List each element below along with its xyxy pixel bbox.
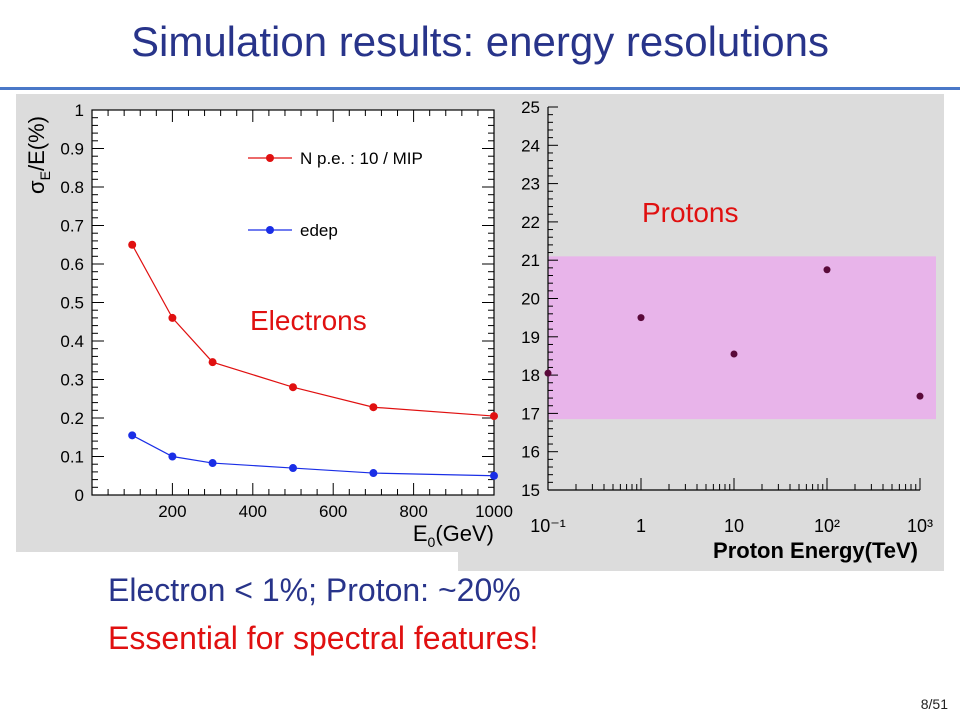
- y-tick-label: 0.2: [60, 409, 84, 428]
- data-point: [208, 459, 217, 468]
- proton-data-point: [730, 350, 738, 358]
- electron-x-axis-label: E0(GeV): [413, 521, 494, 550]
- electron-y-axis-label: σE/E(%): [24, 116, 53, 194]
- data-point: [208, 358, 217, 367]
- y-label-rest: /E(%): [24, 116, 49, 171]
- y-tick-label: 0.5: [60, 294, 84, 313]
- x-tick-label: 600: [319, 502, 347, 521]
- x-tick-label: 10: [724, 516, 744, 536]
- x-tick-label: 10²: [814, 516, 840, 536]
- y-label-sigma: σ: [24, 180, 49, 194]
- legend-marker: [266, 154, 274, 162]
- electrons-annotation: Electrons: [250, 305, 367, 336]
- y-tick-label: 0.6: [60, 255, 84, 274]
- y-tick-label: 0: [75, 486, 84, 505]
- y-tick-label: 15: [521, 481, 540, 500]
- proton-y-tick-labels: 15 16 17 18 19 20 21 22 23 24 25: [521, 98, 540, 500]
- y-tick-label: 18: [521, 366, 540, 385]
- x-tick-label: 400: [239, 502, 267, 521]
- x-tick-label: 800: [399, 502, 427, 521]
- data-point: [490, 471, 498, 480]
- legend-label: N p.e. : 10 / MIP: [300, 149, 423, 168]
- proton-plot-axes: [547, 106, 921, 491]
- y-tick-label: 16: [521, 443, 540, 462]
- legend-label: edep: [300, 221, 338, 240]
- y-tick-label: 24: [521, 136, 540, 155]
- x-tick-label: 10⁻¹: [530, 516, 566, 536]
- data-point: [168, 452, 177, 461]
- proton-points: [544, 266, 924, 400]
- page-number: 8/51: [920, 696, 948, 712]
- y-tick-label: 0.4: [60, 332, 84, 351]
- protons-annotation: Protons: [642, 197, 739, 228]
- electron-plot-ticks: [91, 109, 495, 496]
- y-tick-label: 17: [521, 404, 540, 423]
- y-tick-label: 20: [521, 290, 540, 309]
- proton-x-tick-labels: 10⁻¹ 1 10 10² 10³: [530, 516, 933, 536]
- summary-line-resolution: Electron < 1%; Proton: ~20%: [108, 572, 521, 608]
- data-point: [168, 313, 177, 322]
- y-tick-label: 23: [521, 175, 540, 194]
- title-divider: [0, 87, 960, 90]
- summary-line-essential: Essential for spectral features!: [108, 620, 539, 656]
- data-point: [289, 464, 297, 473]
- data-point: [490, 412, 498, 421]
- data-point: [369, 469, 378, 478]
- y-tick-label: 0.8: [60, 178, 84, 197]
- proton-data-point: [637, 314, 645, 322]
- y-tick-label: 0.7: [60, 217, 84, 236]
- proton-data-point: [544, 369, 552, 377]
- x-tick-label: 1000: [475, 502, 513, 521]
- x-label-E: E: [413, 521, 428, 546]
- y-tick-label: 0.9: [60, 140, 84, 159]
- electron-legend: N p.e. : 10 / MIP edep: [248, 149, 423, 240]
- electron-x-tick-labels: 200 400 600 800 1000: [158, 502, 513, 521]
- x-tick-label: 200: [158, 502, 186, 521]
- data-point: [289, 383, 297, 392]
- electron-y-tick-labels: 0 0.1 0.2 0.3 0.4 0.5 0.6 0.7 0.8 0.9 1: [60, 101, 84, 505]
- x-label-sub: 0: [428, 534, 436, 550]
- x-label-rest: (GeV): [435, 521, 494, 546]
- data-point: [128, 431, 137, 440]
- y-tick-label: 19: [521, 328, 540, 347]
- x-tick-label: 10³: [907, 516, 933, 536]
- data-point: [369, 403, 378, 412]
- y-tick-label: 22: [521, 213, 540, 232]
- proton-data-point: [916, 392, 924, 400]
- electron-series: [128, 240, 498, 480]
- electron-plot-frame: [91, 109, 495, 496]
- proton-resolution-band: [548, 256, 936, 420]
- y-tick-label: 25: [521, 98, 540, 117]
- series-line-1: [131, 434, 495, 477]
- y-tick-label: 0.1: [60, 448, 84, 467]
- proton-x-axis-label: Proton Energy(TeV): [713, 538, 918, 563]
- series-line-0: [131, 244, 495, 417]
- data-point: [128, 240, 137, 249]
- proton-data-point: [823, 266, 831, 274]
- y-label-sub: E: [37, 171, 53, 180]
- legend-marker: [266, 226, 274, 234]
- y-tick-label: 0.3: [60, 371, 84, 390]
- y-tick-label: 21: [521, 251, 540, 270]
- x-tick-label: 1: [636, 516, 646, 536]
- y-tick-label: 1: [75, 101, 84, 120]
- slide-title: Simulation results: energy resolutions: [130, 18, 829, 65]
